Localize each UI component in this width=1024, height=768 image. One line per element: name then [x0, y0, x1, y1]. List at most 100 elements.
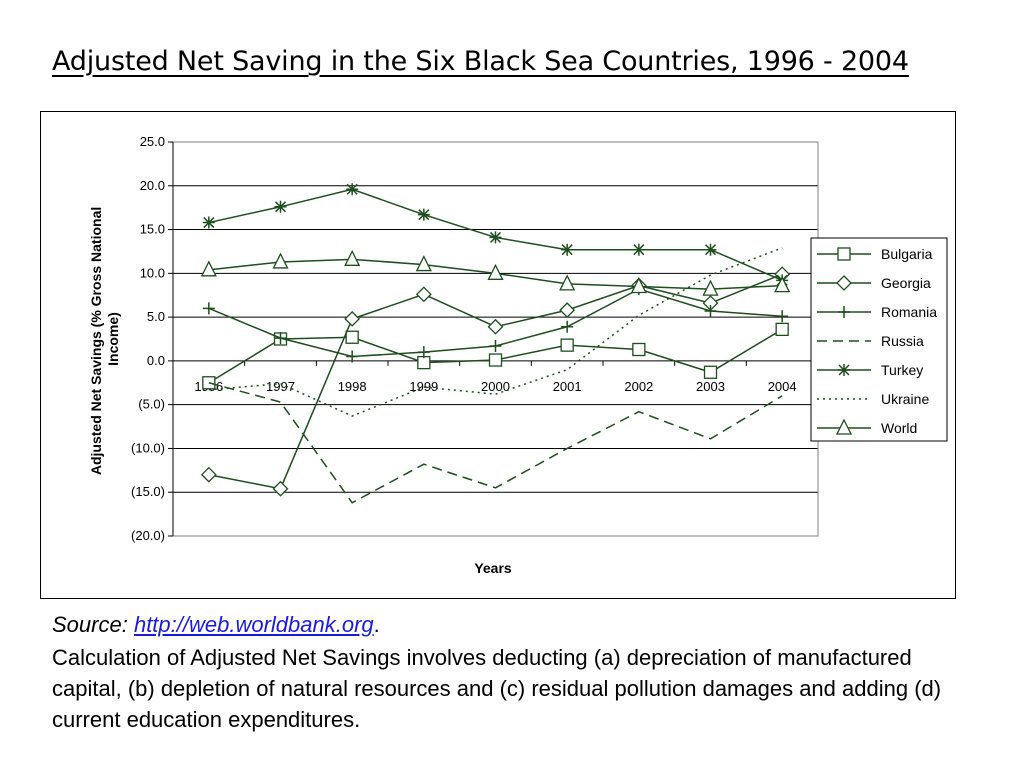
- data-point-world: [559, 274, 576, 291]
- data-point-georgia: [344, 310, 361, 327]
- data-point-georgia: [200, 466, 217, 483]
- y-tick-label: (20.0): [131, 528, 165, 543]
- series-line-russia: [208, 382, 783, 504]
- data-point-romania: [776, 310, 789, 323]
- data-point-turkey: [632, 243, 645, 256]
- source-line: Source: http://web.worldbank.org.: [52, 612, 380, 638]
- y-axis-title-line-2: Income): [105, 312, 121, 366]
- data-point-world: [702, 279, 719, 296]
- slide-title: Adjusted Net Saving in the Six Black Sea…: [52, 46, 909, 77]
- legend-item-bulgaria: Bulgaria: [817, 246, 933, 262]
- data-point-world: [774, 276, 791, 293]
- x-tick-label: 1999: [409, 379, 438, 394]
- legend-marker-georgia: [836, 275, 852, 291]
- legend-label-turkey: Turkey: [881, 362, 923, 378]
- legend-item-world: World: [817, 418, 917, 436]
- series-romania: [202, 283, 789, 363]
- data-point-romania: [202, 302, 215, 315]
- x-tick-label: 2001: [553, 379, 582, 394]
- data-point-bulgaria: [488, 353, 503, 367]
- x-tick-label: 2003: [696, 379, 725, 394]
- y-tick-label: (10.0): [131, 440, 165, 455]
- y-tick-label: 5.0: [147, 309, 165, 324]
- y-axis-ticks: 25.0 20.0 15.0 10.0 5.0 0.0 (5.0) (10.0) (15.0) (…: [131, 134, 173, 543]
- x-tick-label: 2002: [624, 379, 653, 394]
- data-point-georgia: [272, 480, 289, 497]
- x-axis-ticks: 199619971998199920002001200220032004: [172, 360, 819, 394]
- data-point-turkey: [346, 183, 359, 196]
- legend-label-world: World: [881, 420, 917, 436]
- y-tick-label: 20.0: [140, 178, 165, 193]
- data-point-bulgaria: [345, 330, 359, 344]
- data-point-bulgaria: [775, 322, 789, 337]
- data-point-turkey: [489, 231, 502, 244]
- source-link[interactable]: http://web.worldbank.org: [133, 612, 374, 637]
- legend-label-ukraine: Ukraine: [881, 391, 929, 407]
- chart-frame: 25.0 20.0 15.0 10.0 5.0 0.0 (5.0) (10.0) (15.0) (…: [40, 111, 956, 599]
- x-axis-title: Years: [474, 560, 512, 576]
- legend-marker-world: [835, 418, 853, 435]
- data-point-turkey: [417, 208, 430, 221]
- legend-label-georgia: Georgia: [881, 275, 931, 291]
- source-label: Source:: [52, 612, 128, 637]
- data-point-turkey: [202, 216, 215, 229]
- series-turkey: [202, 183, 789, 287]
- x-tick-label: 1998: [338, 379, 367, 394]
- x-tick-label: 2000: [481, 379, 510, 394]
- data-point-turkey: [561, 243, 574, 256]
- series-layer: [200, 183, 791, 504]
- series-georgia: [200, 266, 791, 497]
- data-point-world: [630, 277, 647, 294]
- data-point-romania: [346, 350, 359, 363]
- data-point-world: [272, 252, 289, 269]
- legend-item-ukraine: Ukraine: [817, 391, 929, 407]
- legend-marker-turkey: [838, 364, 850, 376]
- source-period: .: [373, 612, 380, 637]
- data-point-bulgaria: [560, 338, 574, 352]
- data-point-world: [415, 255, 432, 272]
- data-point-romania: [704, 304, 717, 317]
- y-tick-label: 15.0: [140, 222, 165, 237]
- legend-item-russia: Russia: [817, 333, 924, 349]
- legend-box: [810, 237, 948, 442]
- legend-marker-bulgaria: [837, 247, 851, 261]
- data-point-bulgaria: [417, 355, 431, 370]
- y-axis-title-line-1: Adjusted Net Savings (% Gross National: [88, 207, 104, 475]
- data-point-turkey: [704, 243, 717, 256]
- series-world: [200, 249, 791, 296]
- line-chart: 25.0 20.0 15.0 10.0 5.0 0.0 (5.0) (10.0) (15.0) (…: [88, 134, 948, 576]
- legend-label-bulgaria: Bulgaria: [881, 246, 933, 262]
- series-bulgaria: [202, 322, 789, 390]
- legend-item-romania: Romania: [817, 304, 937, 320]
- chart-legend: Bulgaria Georgia Romania Russia Turkey Ukrain…: [810, 237, 948, 442]
- y-axis-title: Adjusted Net Savings (% Gross National I…: [88, 203, 121, 475]
- legend-marker-romania: [838, 306, 850, 318]
- calculation-note: Calculation of Adjusted Net Savings invo…: [52, 645, 942, 732]
- data-point-romania: [274, 332, 287, 345]
- data-point-romania: [561, 320, 574, 333]
- y-tick-label: (5.0): [138, 397, 165, 412]
- y-tick-label: 10.0: [140, 265, 165, 280]
- y-tick-label: (15.0): [131, 484, 165, 499]
- y-tick-label: 25.0: [140, 134, 165, 149]
- legend-label-russia: Russia: [881, 333, 924, 349]
- data-point-romania: [489, 340, 502, 353]
- data-point-georgia: [415, 286, 432, 303]
- gridlines: [173, 141, 818, 537]
- data-point-georgia: [487, 318, 504, 335]
- data-point-bulgaria: [703, 365, 718, 379]
- y-tick-label: 0.0: [147, 353, 165, 368]
- x-tick-label: 1997: [266, 379, 295, 394]
- data-point-world: [487, 263, 504, 280]
- plot-area: [172, 141, 819, 537]
- legend-label-romania: Romania: [881, 304, 937, 320]
- data-point-world: [344, 249, 361, 266]
- legend-item-georgia: Georgia: [817, 275, 931, 291]
- data-point-bulgaria: [632, 342, 646, 357]
- data-point-world: [200, 260, 217, 277]
- data-point-turkey: [274, 200, 287, 213]
- data-point-romania: [417, 346, 430, 359]
- legend-item-turkey: Turkey: [817, 362, 923, 378]
- series-russia: [208, 382, 783, 504]
- data-point-georgia: [559, 302, 576, 319]
